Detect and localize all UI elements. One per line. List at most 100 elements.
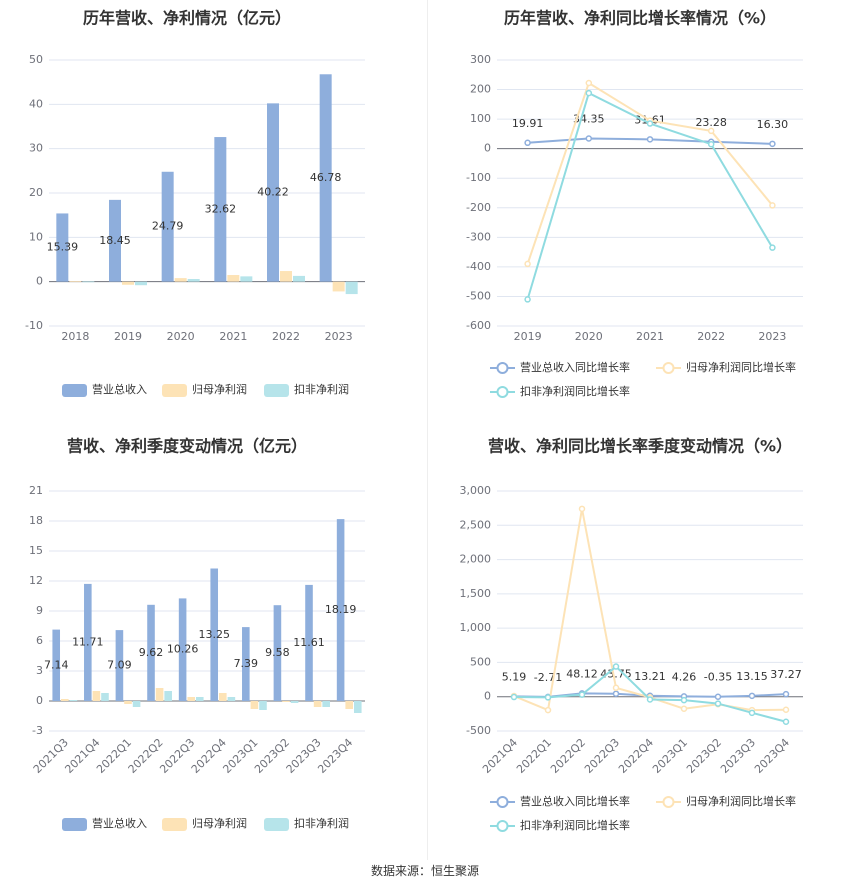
quarterly-revenue-profit-chart: 营收、净利季度变动情况（亿元） -3 0 3 6 9 12 15 18 21 2021Q3 2021Q… <box>0 425 425 855</box>
x-tick-label: 2022 <box>272 330 300 343</box>
data-source-note: 数据来源：恒生聚源 <box>370 864 479 878</box>
point-0-6 <box>714 693 722 700</box>
point-data-label: 13.21 <box>634 670 666 683</box>
bar-1-4 <box>280 271 292 282</box>
chart-title: 营收、净利同比增长率季度变动情况（%） <box>488 437 792 456</box>
point-0-7 <box>748 692 756 700</box>
y-tick-label: 15 <box>29 544 43 557</box>
chart-title: 营收、净利季度变动情况（亿元） <box>67 437 307 456</box>
x-tick-label: 2023 <box>758 330 786 343</box>
x-tick-label: 2022Q4 <box>616 736 656 776</box>
y-tick-label: 0 <box>36 275 43 288</box>
legend-label: 归母净利润 <box>192 816 247 830</box>
x-tick-label: 2021Q4 <box>480 736 520 776</box>
quarterly-growth-rate-svg: 营收、净利同比增长率季度变动情况（%） -500 0 500 1,000 1,500 2,0… <box>460 437 803 832</box>
legend-label: 归母净利润同比增长率 <box>686 794 796 808</box>
point-0-2 <box>646 136 654 143</box>
annual-revenue-profit-chart: 历年营收、净利情况（亿元） -10 0 10 20 30 40 50 2018 2019 2020 2… <box>0 0 425 420</box>
y-tick-label: -600 <box>466 319 491 332</box>
x-tick-label: 2019 <box>114 330 142 343</box>
point-2-0 <box>524 296 531 303</box>
bar-0-1 <box>109 199 121 282</box>
y-tick-label: 40 <box>29 97 43 110</box>
x-tick-label: 2019 <box>514 330 542 343</box>
panel-divider <box>427 0 428 860</box>
legend-label: 归母净利润 <box>192 382 247 396</box>
bar-data-label: 11.71 <box>72 635 104 648</box>
x-tick-label: 2022Q3 <box>582 736 622 776</box>
point-data-label: 19.91 <box>512 117 544 130</box>
point-2-7 <box>748 709 756 717</box>
bar-data-label: 32.62 <box>205 202 237 215</box>
point-0-1 <box>585 135 593 142</box>
quarterly-revenue-profit-svg: 营收、净利季度变动情况（亿元）-30369121518212021Q32021Q… <box>29 437 365 831</box>
bar-1-8 <box>313 701 322 707</box>
bar-1-0 <box>69 281 82 283</box>
point-1-8 <box>782 706 790 713</box>
annual-revenue-profit-svg: 历年营收、净利情况（亿元） -10 0 10 20 30 40 50 2018 2019 2020 2… <box>25 9 365 397</box>
y-tick-label: 2,000 <box>460 553 492 566</box>
y-tick-label: 20 <box>29 186 43 199</box>
y-tick-label: 2,500 <box>460 518 492 531</box>
bar-0-8 <box>305 584 313 701</box>
x-tick-label: 2023Q3 <box>718 736 758 776</box>
bar-2-3 <box>164 691 172 701</box>
x-tick-label: 2023Q2 <box>684 736 724 776</box>
y-tick-label: 18 <box>29 514 43 527</box>
bar-2-0 <box>69 700 78 701</box>
bar-data-label: 15.39 <box>47 241 79 254</box>
bar-data-label: 18.19 <box>325 603 357 616</box>
point-0-8 <box>782 690 790 698</box>
legend-label: 扣非净利润同比增长率 <box>520 818 630 832</box>
y-tick-label: 0 <box>36 694 43 707</box>
y-tick-label: 30 <box>29 142 43 155</box>
point-2-3 <box>707 140 715 148</box>
y-tick-label: 12 <box>29 574 43 587</box>
y-tick-label: 0 <box>484 690 491 703</box>
bar-1-1 <box>122 281 134 285</box>
legend-label: 归母净利润同比增长率 <box>686 360 796 374</box>
bar-0-3 <box>147 604 155 701</box>
y-tick-label: -500 <box>466 289 491 302</box>
point-2-4 <box>646 696 654 703</box>
bar-1-4 <box>187 697 195 701</box>
point-1-0 <box>524 260 531 268</box>
bar-data-label: 13.25 <box>198 628 230 641</box>
bar-1-7 <box>282 701 290 702</box>
point-2-1 <box>585 89 593 97</box>
y-tick-label: -400 <box>466 260 491 273</box>
y-tick-label: 100 <box>470 112 491 125</box>
legend-swatch <box>264 384 289 397</box>
legend-marker <box>662 796 675 808</box>
y-tick-label: 1,500 <box>460 587 492 600</box>
annual-growth-rate-chart: 历年营收、净利同比增长率情况（%） -600 -500 -400 -300 -200 -10… <box>430 0 850 420</box>
chart-title: 历年营收、净利同比增长率情况（%） <box>504 9 776 28</box>
bar-0-0 <box>52 629 61 701</box>
y-tick-label: 300 <box>470 53 491 66</box>
chart-title: 历年营收、净利情况（亿元） <box>83 9 291 28</box>
y-tick-label: -200 <box>466 201 491 214</box>
legend-label: 营业总收入同比增长率 <box>520 794 630 808</box>
legend-label: 扣非净利润 <box>294 382 349 396</box>
point-2-0 <box>510 693 518 701</box>
legend-label: 营业总收入 <box>92 382 147 396</box>
legend-label: 扣非净利润同比增长率 <box>520 384 630 398</box>
point-0-3 <box>612 690 620 697</box>
legend-swatch <box>62 818 87 831</box>
bar-2-2 <box>132 701 141 707</box>
point-0-4 <box>769 140 776 148</box>
point-1-2 <box>578 505 586 513</box>
point-2-8 <box>782 718 790 725</box>
bar-1-2 <box>174 278 187 282</box>
point-1-5 <box>680 705 688 712</box>
bar-2-5 <box>345 281 358 295</box>
y-tick-label: 1,000 <box>460 621 492 634</box>
y-tick-label: 10 <box>29 230 43 243</box>
bar-data-label: 7.14 <box>44 658 69 671</box>
bar-0-4 <box>178 598 187 701</box>
bar-0-7 <box>273 605 282 701</box>
bar-2-8 <box>322 701 330 707</box>
bar-2-9 <box>353 701 362 713</box>
bar-0-6 <box>242 627 250 701</box>
bar-2-5 <box>227 697 236 701</box>
